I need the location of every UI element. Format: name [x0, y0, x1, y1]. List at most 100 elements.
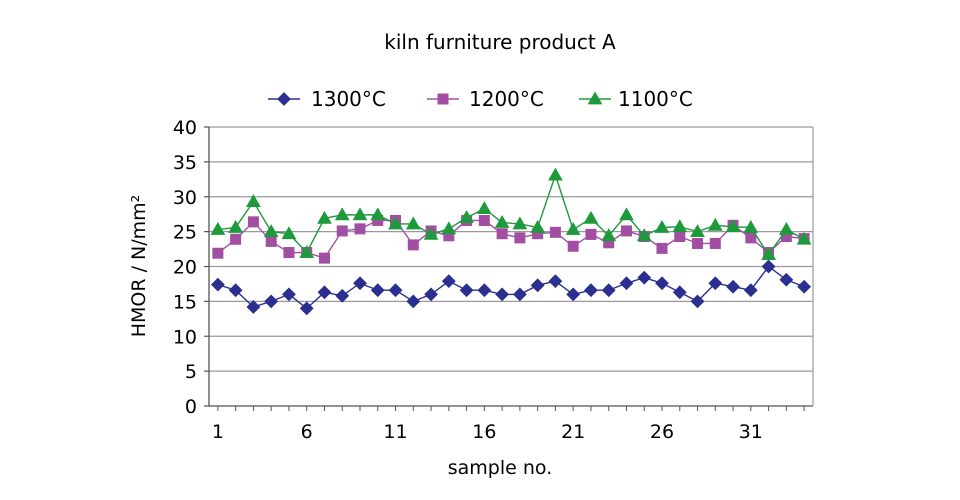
data-point: [459, 283, 474, 298]
data-point: [476, 201, 492, 214]
data-point: [692, 237, 704, 249]
x-tick-label: 6: [301, 421, 313, 443]
data-point: [496, 228, 508, 240]
data-point: [210, 222, 226, 235]
data-point: [709, 237, 721, 249]
data-point: [548, 167, 563, 181]
data-point: [674, 231, 686, 243]
series-2: [210, 167, 812, 261]
data-point: [494, 215, 510, 228]
y-tick-label: 15: [173, 291, 197, 313]
data-point: [265, 235, 277, 247]
legend-marker: [587, 91, 603, 105]
data-point: [495, 287, 510, 302]
data-point: [565, 222, 581, 235]
data-point: [620, 225, 632, 237]
data-point: [726, 279, 740, 294]
data-point: [637, 270, 652, 285]
grid: [209, 126, 813, 372]
legend-label: 1300°C: [311, 87, 386, 111]
legend-item: 1300°C: [268, 87, 386, 111]
data-point: [264, 294, 279, 309]
data-point: [567, 240, 579, 252]
y-tick-label: 20: [173, 257, 197, 279]
legend-item: 1100°C: [579, 87, 693, 111]
x-tick-label: 1: [212, 421, 224, 443]
data-point: [530, 278, 545, 293]
data-point: [352, 207, 368, 221]
data-point: [690, 294, 705, 309]
data-point: [548, 274, 563, 289]
data-point: [566, 287, 581, 302]
data-point: [654, 219, 670, 233]
data-point: [601, 283, 616, 298]
x-tick-label: 16: [472, 421, 496, 443]
data-point: [601, 228, 617, 242]
data-point: [708, 276, 723, 291]
data-point: [228, 219, 244, 233]
x-axis: 1 6 11 16 21 26 31: [212, 406, 805, 443]
data-point: [334, 207, 350, 221]
data-point: [478, 214, 490, 226]
data-point: [743, 219, 759, 233]
data-point: [636, 228, 652, 242]
data-point: [584, 283, 598, 298]
data-point: [299, 301, 314, 316]
data-point: [228, 283, 243, 298]
data-point: [405, 216, 421, 230]
x-tick-label: 31: [739, 421, 763, 443]
data-point: [317, 285, 332, 300]
series-0: [210, 259, 812, 316]
x-tick-label: 11: [383, 421, 407, 443]
y-tick-label: 0: [185, 396, 197, 418]
x-tick-label: 21: [561, 421, 585, 443]
y-tick-label: 35: [173, 152, 197, 174]
data-point: [281, 226, 297, 240]
x-axis-label: sample no.: [448, 457, 553, 479]
y-tick-label: 30: [173, 187, 197, 209]
data-point: [318, 252, 330, 264]
data-point: [512, 216, 528, 230]
data-point: [441, 274, 456, 289]
data-point: [388, 216, 403, 230]
data-point: [619, 276, 634, 291]
data-point: [583, 210, 599, 224]
data-point: [441, 221, 457, 235]
data-point: [317, 210, 332, 224]
data-point: [282, 287, 296, 302]
data-point: [779, 272, 794, 287]
data-point: [353, 276, 367, 291]
data-point: [690, 224, 705, 237]
data-point: [656, 242, 668, 254]
data-point: [796, 231, 812, 245]
data-point: [407, 239, 419, 251]
data-point: [388, 283, 403, 298]
series-line: [217, 219, 805, 259]
data-point: [406, 294, 421, 309]
data-point: [370, 283, 385, 298]
data-point: [423, 226, 439, 240]
data-point: [212, 247, 224, 259]
legend-marker: [437, 93, 449, 105]
legend-marker: [277, 92, 291, 106]
data-point: [424, 287, 438, 302]
data-point: [725, 219, 741, 233]
data-point: [761, 259, 776, 274]
data-point: [246, 300, 261, 314]
y-tick-label: 25: [173, 222, 197, 244]
data-point: [283, 247, 295, 259]
series-layer: [210, 167, 812, 316]
data-point: [477, 283, 492, 298]
data-point: [299, 245, 315, 258]
data-point: [210, 277, 225, 292]
data-point: [778, 222, 794, 235]
data-point: [761, 247, 776, 261]
data-point: [459, 210, 474, 224]
data-point: [743, 283, 758, 298]
y-tick-label: 5: [185, 361, 197, 383]
data-point: [745, 232, 757, 244]
series-line: [217, 172, 805, 256]
series-line: [217, 265, 805, 310]
y-tick-label: 40: [173, 117, 197, 139]
